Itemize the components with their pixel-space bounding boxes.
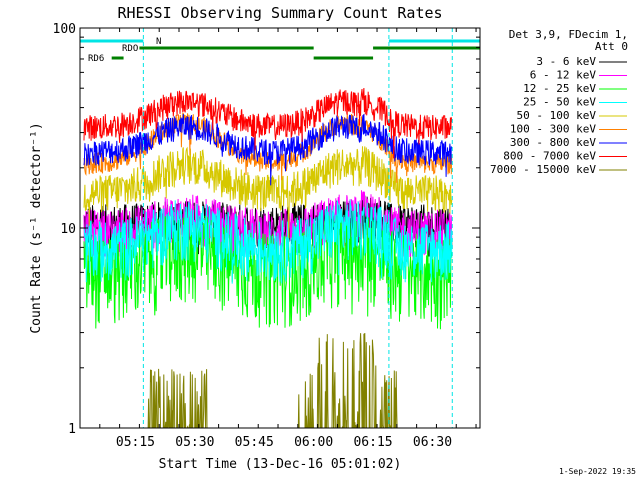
- legend-label-5: 100 - 300 keV: [510, 123, 596, 136]
- series-line-8: [84, 332, 452, 429]
- y-tick-label: 100: [53, 22, 76, 37]
- series-line-6: [83, 113, 453, 186]
- y-tick-label: 10: [60, 222, 76, 237]
- series-line-4: [83, 146, 453, 239]
- x-tick-label: 05:30: [175, 435, 214, 450]
- y-tick-label: 1: [68, 422, 76, 437]
- legend-header-1: Det 3,9, FDecim 1,: [509, 28, 628, 41]
- flag-label-rdo: RDO: [122, 44, 138, 54]
- flag-label-rd6: RD6: [88, 54, 104, 64]
- x-tick-label: 06:30: [413, 435, 452, 450]
- legend-label-2: 12 - 25 keV: [523, 82, 596, 95]
- flag-label-n: N: [156, 37, 161, 47]
- x-tick-label: 06:15: [353, 435, 392, 450]
- legend-label-1: 6 - 12 keV: [530, 69, 597, 82]
- chart-title: RHESSI Observing Summary Count Rates: [117, 4, 442, 22]
- series-line-2: [83, 211, 453, 330]
- legend-label-8: 7000 - 15000 keV: [490, 163, 596, 176]
- x-axis-label: Start Time (13-Dec-16 05:01:02): [159, 457, 402, 472]
- legend-label-4: 50 - 100 keV: [517, 109, 597, 122]
- legend-label-0: 3 - 6 keV: [536, 55, 596, 68]
- legend-label-3: 25 - 50 keV: [523, 96, 596, 109]
- y-axis-label: Count Rate (s⁻¹ detector⁻¹): [29, 122, 44, 333]
- legend-label-7: 800 - 7000 keV: [503, 150, 596, 163]
- legend-label-6: 300 - 800 keV: [510, 136, 596, 149]
- series-line-3: [83, 199, 453, 284]
- plot-area: N RDO RD6 1 10 100 05:15 05:30 05:45 06:00 06:15 06…: [53, 22, 481, 450]
- x-tick-label: 05:15: [116, 435, 155, 450]
- timestamp: 1-Sep-2022 19:35: [559, 467, 636, 476]
- series-line-7: [83, 87, 453, 159]
- legend-header-2: Att 0: [595, 40, 628, 53]
- x-tick-label: 06:00: [294, 435, 333, 450]
- x-tick-label: 05:45: [235, 435, 274, 450]
